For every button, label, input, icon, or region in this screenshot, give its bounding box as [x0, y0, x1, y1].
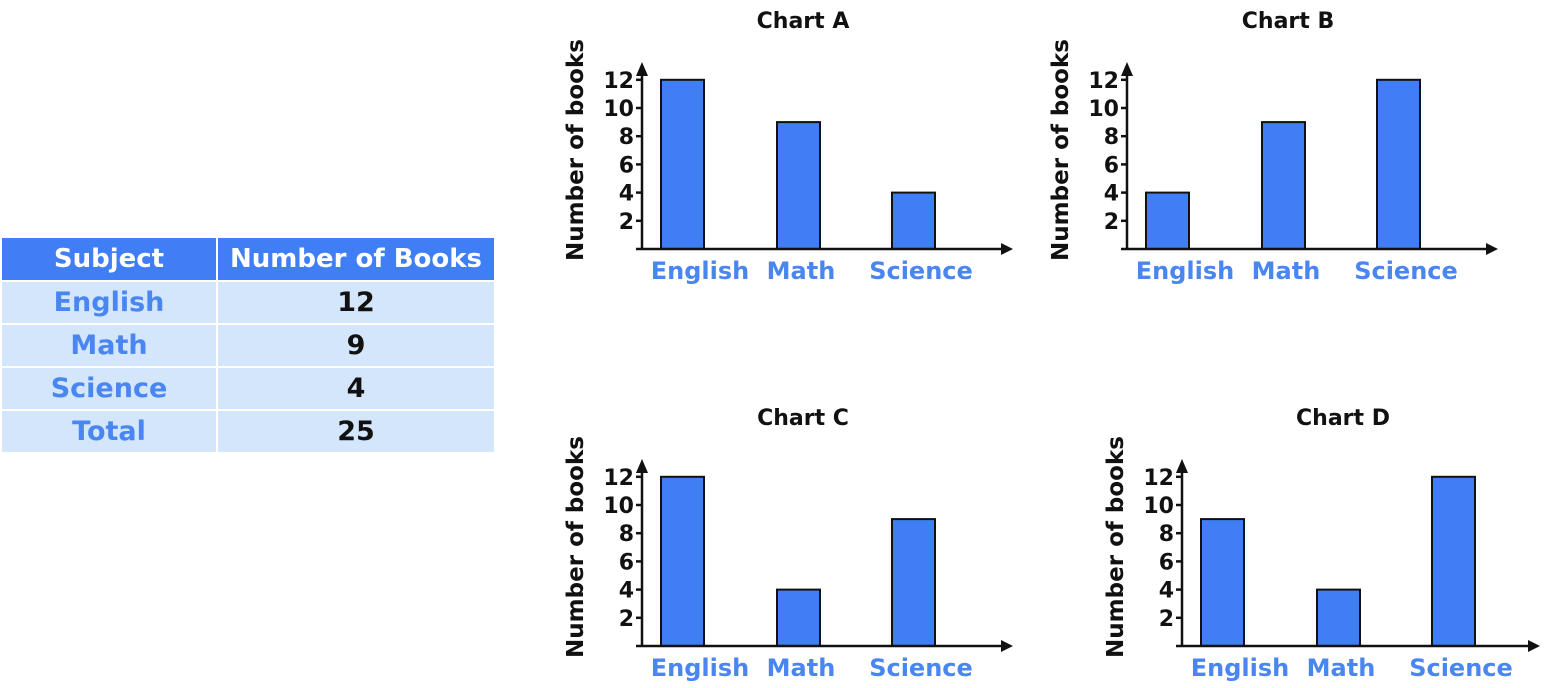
- row-count: 9: [218, 325, 494, 366]
- y-tick-label: 4: [1104, 182, 1119, 207]
- bar-science: [891, 518, 936, 647]
- bar-english: [660, 78, 705, 250]
- bar-science: [891, 191, 936, 251]
- x-category-label: English: [1191, 654, 1289, 682]
- y-tick-label: 10: [603, 494, 634, 519]
- y-tick-label: 2: [1159, 607, 1174, 632]
- chart-title: Chart B: [1242, 9, 1334, 34]
- x-category-label: Math: [1252, 257, 1321, 285]
- row-total-count: 25: [218, 411, 494, 452]
- y-tick-label: 8: [1159, 522, 1174, 547]
- bar-science: [1376, 78, 1421, 250]
- row-subject: Science: [2, 368, 216, 409]
- y-tick-label: 6: [1159, 550, 1174, 575]
- chart-title: Chart A: [757, 9, 850, 34]
- x-category-label: Math: [1307, 654, 1376, 682]
- y-tick-label: 12: [1088, 69, 1119, 94]
- y-tick-label: 12: [1143, 466, 1174, 491]
- x-category-label: Science: [869, 257, 973, 285]
- y-tick-label: 8: [619, 522, 634, 547]
- x-axis-arrow: [1486, 243, 1498, 255]
- table-row: English 12: [2, 282, 494, 323]
- chart-title: Chart C: [757, 406, 849, 431]
- y-tick-label: 4: [1159, 579, 1174, 604]
- y-tick-label: 2: [1104, 210, 1119, 235]
- y-tick-label: 10: [1143, 494, 1174, 519]
- x-category-label: Science: [1354, 257, 1458, 285]
- y-tick-label: 10: [1088, 97, 1119, 122]
- bar-math: [1316, 588, 1361, 648]
- chart-a: Chart A Number of books 2 4 6 8 10 12 English Mat…: [563, 9, 1013, 285]
- table-row: Science 4: [2, 368, 494, 409]
- x-category-label: English: [651, 654, 749, 682]
- y-tick-label: 12: [603, 69, 634, 94]
- bar-english: [660, 475, 705, 647]
- y-tick-label: 2: [619, 607, 634, 632]
- y-axis-arrow: [1176, 459, 1188, 473]
- y-tick-label: 10: [603, 97, 634, 122]
- y-tick-label: 6: [619, 153, 634, 178]
- chart-b: Chart B Number of books 2 4 6 8 10 12 English Mat…: [1048, 9, 1498, 285]
- y-tick-label: 4: [619, 182, 634, 207]
- y-tick-label: 6: [1104, 153, 1119, 178]
- y-tick-label: 6: [619, 550, 634, 575]
- bar-math: [776, 121, 821, 250]
- chart-d: Chart D Number of books 2 4 6 8 10 12 English Mat…: [1103, 406, 1540, 682]
- x-axis-arrow: [1001, 640, 1013, 652]
- x-axis-arrow: [1001, 243, 1013, 255]
- y-tick-label: 4: [619, 579, 634, 604]
- y-axis-label: Number of books: [1048, 39, 1074, 261]
- books-table: Subject Number of Books English 12 Math …: [0, 236, 496, 454]
- x-category-label: Math: [767, 257, 836, 285]
- bar-english: [1200, 518, 1245, 647]
- y-axis-arrow: [636, 459, 648, 473]
- row-count: 4: [218, 368, 494, 409]
- table-row: Math 9: [2, 325, 494, 366]
- x-category-label: English: [1136, 257, 1234, 285]
- x-category-label: Science: [1409, 654, 1513, 682]
- chart-title: Chart D: [1296, 406, 1390, 431]
- y-axis-arrow: [1121, 62, 1133, 76]
- chart-c: Chart C Number of books 2 4 6 8 10 12 English Mat…: [563, 406, 1013, 682]
- row-count: 12: [218, 282, 494, 323]
- table-row: Total 25: [2, 411, 494, 452]
- header-subject: Subject: [2, 238, 216, 280]
- y-axis-label: Number of books: [563, 436, 589, 658]
- y-tick-label: 2: [619, 210, 634, 235]
- x-category-label: Math: [767, 654, 836, 682]
- table-header-row: Subject Number of Books: [2, 238, 494, 280]
- row-subject: Math: [2, 325, 216, 366]
- bar-math: [1261, 121, 1306, 250]
- y-tick-label: 8: [619, 125, 634, 150]
- bar-math: [776, 588, 821, 648]
- y-tick-label: 12: [603, 466, 634, 491]
- row-total-label: Total: [2, 411, 216, 452]
- x-category-label: Science: [869, 654, 973, 682]
- bar-science: [1431, 475, 1476, 647]
- y-tick-label: 8: [1104, 125, 1119, 150]
- header-number-of-books: Number of Books: [218, 238, 494, 280]
- row-subject: English: [2, 282, 216, 323]
- bar-english: [1145, 191, 1190, 251]
- y-axis-arrow: [636, 62, 648, 76]
- y-axis-label: Number of books: [1103, 436, 1129, 658]
- x-axis-arrow: [1528, 640, 1540, 652]
- x-category-label: English: [651, 257, 749, 285]
- y-axis-label: Number of books: [563, 39, 589, 261]
